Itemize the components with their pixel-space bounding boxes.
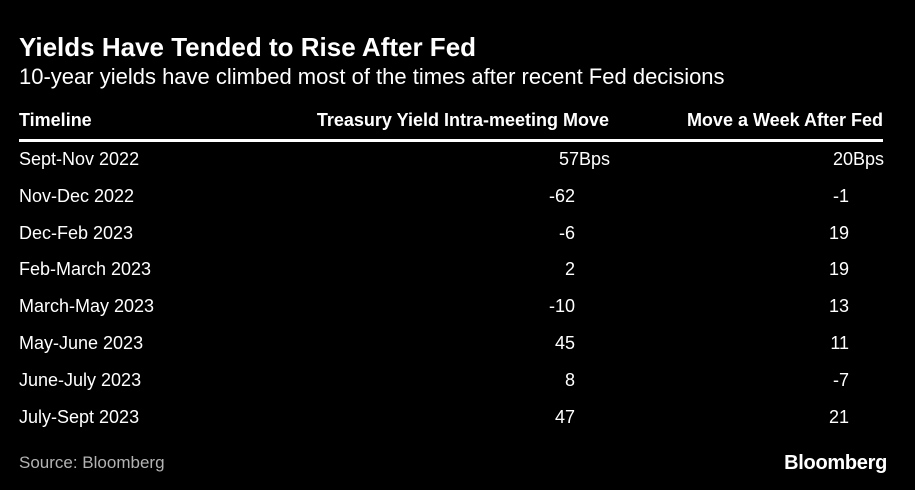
cell-week-after-move: 20Bps <box>832 149 884 169</box>
cell-timeline: Dec-Feb 2023 <box>19 222 134 243</box>
cell-intra-meeting-move: 8 <box>564 369 575 390</box>
table-row: March-May 2023 -10 13 <box>0 291 915 328</box>
table-row: Dec-Feb 2023 -6 19 <box>0 218 915 255</box>
cell-timeline: Sept-Nov 2022 <box>19 149 140 169</box>
table-row: June-July 2023 8 -7 <box>0 365 915 402</box>
cell-intra-meeting-move: 57Bps <box>558 149 610 169</box>
column-header-week-after-move: Move a Week After Fed <box>686 110 883 130</box>
table-row: Feb-March 2023 2 19 <box>0 254 915 291</box>
cell-week-after-move: 21 <box>828 406 849 427</box>
column-header-timeline: Timeline <box>19 110 92 130</box>
cell-week-after-move: 19 <box>828 222 849 243</box>
source-note: Source: Bloomberg <box>19 453 165 472</box>
cell-intra-meeting-move: -62 <box>548 185 575 206</box>
table-row: July-Sept 2023 47 21 <box>0 402 915 439</box>
cell-intra-meeting-move: 45 <box>554 332 575 353</box>
table-row: May-June 2023 45 11 <box>0 328 915 365</box>
cell-intra-meeting-move: 2 <box>564 259 575 280</box>
cell-timeline: Feb-March 2023 <box>19 259 152 280</box>
table-body: Sept-Nov 2022 57Bps 20Bps Nov-Dec 2022 -62 -1… <box>0 144 915 438</box>
cell-week-after-move: -7 <box>832 369 849 390</box>
cell-timeline: March-May 2023 <box>19 296 155 317</box>
cell-week-after-move: 13 <box>828 296 849 317</box>
cell-timeline: July-Sept 2023 <box>19 406 140 427</box>
cell-timeline: May-June 2023 <box>19 332 144 353</box>
bloomberg-logo: Bloomberg <box>784 452 887 474</box>
cell-week-after-move: -1 <box>832 185 849 206</box>
header-divider <box>19 139 883 142</box>
chart-subtitle: 10-year yields have climbed most of the … <box>19 64 725 89</box>
cell-week-after-move: 19 <box>828 259 849 280</box>
cell-timeline: Nov-Dec 2022 <box>19 185 135 206</box>
cell-timeline: June-July 2023 <box>19 369 142 390</box>
table-row: Sept-Nov 2022 57Bps 20Bps <box>0 144 915 181</box>
table-row: Nov-Dec 2022 -62 -1 <box>0 181 915 218</box>
cell-intra-meeting-move: 47 <box>554 406 575 427</box>
chart-title: Yields Have Tended to Rise After Fed <box>19 32 477 62</box>
cell-week-after-move: 11 <box>830 332 849 353</box>
cell-intra-meeting-move: -6 <box>558 222 575 243</box>
column-header-intra-meeting-move: Treasury Yield Intra-meeting Move <box>316 110 609 130</box>
cell-intra-meeting-move: -10 <box>548 296 575 317</box>
